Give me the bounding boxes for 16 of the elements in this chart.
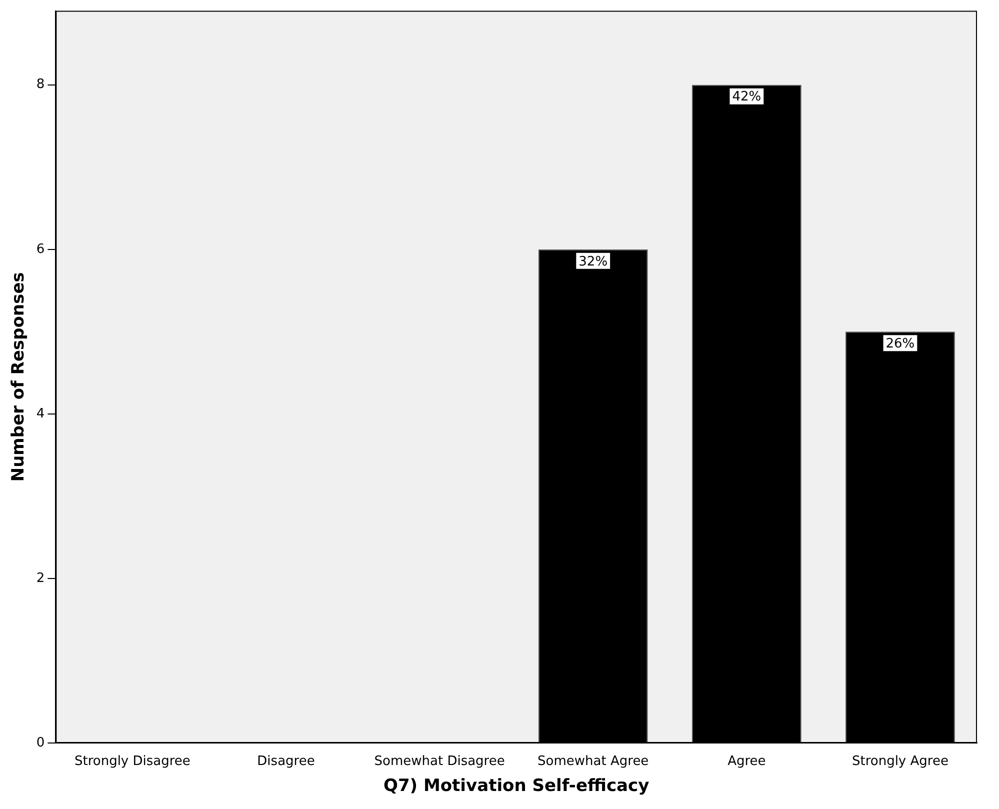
y-tick-label: 4 <box>36 406 45 422</box>
x-tick-label: Somewhat Disagree <box>374 754 505 770</box>
y-tick-label: 8 <box>36 77 45 92</box>
x-tick-label: Strongly Agree <box>852 754 948 770</box>
y-axis-title: Number of Responses <box>8 272 29 482</box>
y-tick-label: 6 <box>36 242 45 257</box>
x-tick-label: Agree <box>728 754 766 770</box>
x-tick-label: Somewhat Agree <box>538 754 649 770</box>
annotation: 42% <box>732 90 762 105</box>
x-tick-label: Disagree <box>257 754 315 770</box>
x-tick-label: Strongly Disagree <box>74 754 190 770</box>
x-axis-title: Q7) Motivation Self-efficacy <box>383 776 650 796</box>
y-tick-label: 0 <box>36 735 45 750</box>
annotation: 32% <box>578 254 608 270</box>
annotation: 26% <box>886 336 915 352</box>
y-tick-label: 2 <box>36 570 45 586</box>
